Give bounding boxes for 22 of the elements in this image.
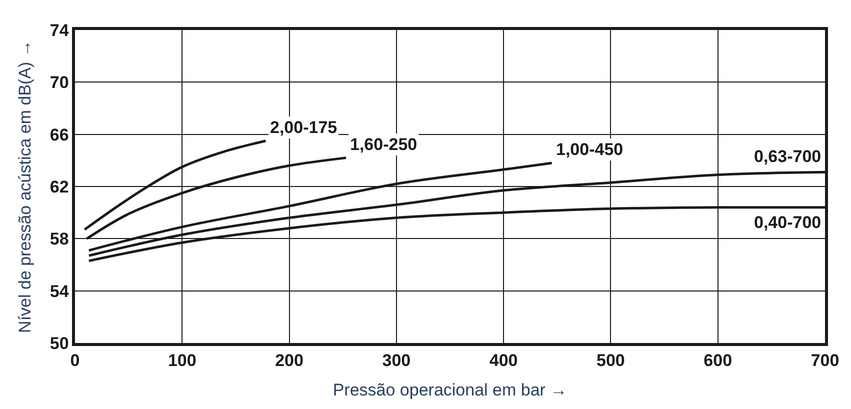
series-label: 1,00-450 (556, 140, 624, 159)
y-axis-title: Nível de pressão acústica em dB(A) → (15, 40, 34, 333)
y-tick-label: 70 (50, 73, 69, 92)
y-tick-label: 50 (50, 334, 69, 353)
y-tick-label: 58 (50, 230, 69, 249)
x-tick-label: 0 (70, 351, 80, 370)
y-tick-label: 66 (50, 125, 69, 144)
x-tick-label: 200 (275, 351, 304, 370)
x-tick-label: 300 (382, 351, 411, 370)
x-tick-label: 600 (704, 351, 732, 370)
y-tick-label: 54 (50, 282, 70, 301)
x-axis-title: Pressão operacional em bar → (332, 380, 568, 400)
series-label: 0,40-700 (754, 213, 822, 232)
y-tick-label: 62 (50, 177, 69, 196)
series-label: 0,63-700 (754, 147, 822, 166)
series-label: 2,00-175 (270, 118, 338, 137)
x-tick-label: 700 (810, 351, 840, 370)
x-tick-label: 500 (596, 351, 625, 370)
x-tick-label: 400 (489, 351, 518, 370)
x-tick-label: 100 (168, 351, 196, 370)
y-tick-label: 74 (50, 20, 70, 40)
series-label: 1,60-250 (350, 135, 418, 154)
